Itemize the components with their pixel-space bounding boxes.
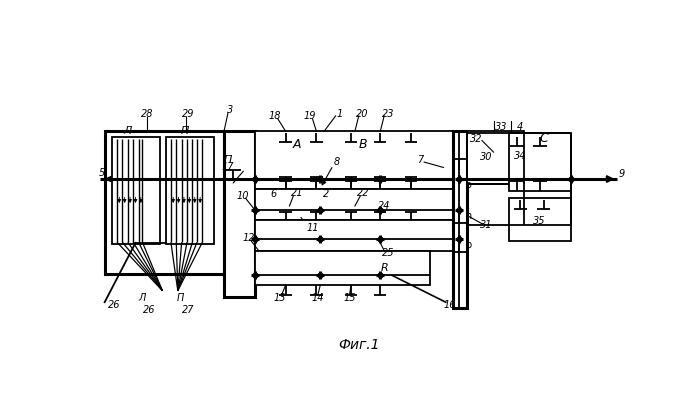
Bar <box>224 131 255 297</box>
Bar <box>509 133 570 190</box>
Text: 3: 3 <box>227 105 233 115</box>
Text: 33: 33 <box>495 122 508 132</box>
Text: П: П <box>224 155 232 165</box>
Text: 24: 24 <box>378 201 391 211</box>
Bar <box>255 251 430 285</box>
Text: 25: 25 <box>382 248 394 258</box>
Text: 20: 20 <box>356 109 369 119</box>
Bar <box>255 131 459 189</box>
Bar <box>466 131 524 184</box>
Text: 22: 22 <box>357 188 370 198</box>
Text: 14: 14 <box>312 294 324 304</box>
Text: П: П <box>176 294 184 304</box>
Bar <box>509 198 570 241</box>
Text: Л: Л <box>124 126 132 136</box>
Text: 1: 1 <box>337 109 342 119</box>
Text: o: o <box>466 180 471 190</box>
Text: h: h <box>465 211 471 221</box>
Text: R: R <box>380 263 388 273</box>
Text: 31: 31 <box>480 220 492 230</box>
Text: 21: 21 <box>291 188 303 198</box>
Text: 2: 2 <box>323 189 329 199</box>
Text: 8: 8 <box>333 157 340 167</box>
Text: 11: 11 <box>307 223 319 233</box>
Text: 34: 34 <box>514 151 526 161</box>
Text: 12: 12 <box>242 233 255 243</box>
Text: C: C <box>539 132 548 145</box>
Text: 15: 15 <box>343 294 356 304</box>
Text: 18: 18 <box>269 111 281 121</box>
Text: 32: 32 <box>470 134 482 144</box>
Text: 17: 17 <box>222 162 234 172</box>
Text: 35: 35 <box>533 217 546 227</box>
Text: 29: 29 <box>181 109 194 119</box>
Text: 16: 16 <box>443 300 456 310</box>
Text: Фиг.1: Фиг.1 <box>338 338 379 352</box>
Text: b: b <box>465 240 471 250</box>
Bar <box>112 137 160 245</box>
Text: A: A <box>293 138 302 151</box>
Text: 5: 5 <box>99 168 105 178</box>
Text: 13: 13 <box>273 293 286 303</box>
Text: 10: 10 <box>236 191 248 201</box>
Text: B: B <box>358 138 367 151</box>
Text: 19: 19 <box>304 111 316 121</box>
Text: 7: 7 <box>417 155 424 165</box>
Text: 26: 26 <box>108 300 120 310</box>
Bar <box>255 189 459 220</box>
Text: 30: 30 <box>480 152 492 162</box>
Bar <box>453 131 466 308</box>
Text: П: П <box>181 126 189 136</box>
Text: 6: 6 <box>270 189 276 199</box>
Bar <box>105 131 224 274</box>
Text: 27: 27 <box>181 305 194 315</box>
Text: 28: 28 <box>141 109 153 119</box>
Bar <box>167 137 214 245</box>
Bar <box>255 220 459 251</box>
Text: 9: 9 <box>618 169 624 178</box>
Text: 26: 26 <box>143 305 155 315</box>
Text: 23: 23 <box>382 109 394 119</box>
Text: 4: 4 <box>517 122 524 132</box>
Text: Л: Л <box>138 294 146 304</box>
